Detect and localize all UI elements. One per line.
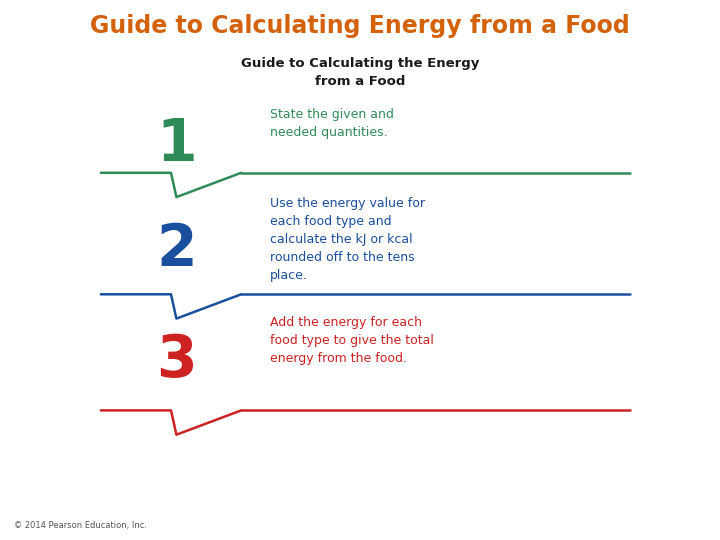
Text: 3: 3 — [156, 332, 197, 389]
Text: Use the energy value for
each food type and
calculate the kJ or kcal
rounded off: Use the energy value for each food type … — [270, 197, 425, 282]
Text: Add the energy for each
food type to give the total
energy from the food.: Add the energy for each food type to giv… — [270, 316, 434, 365]
Text: State the given and
needed quantities.: State the given and needed quantities. — [270, 108, 394, 139]
Text: Guide to Calculating Energy from a Food: Guide to Calculating Energy from a Food — [90, 14, 630, 37]
Text: Guide to Calculating the Energy
from a Food: Guide to Calculating the Energy from a F… — [240, 57, 480, 87]
Text: 1: 1 — [156, 116, 197, 173]
Text: © 2014 Pearson Education, Inc.: © 2014 Pearson Education, Inc. — [14, 521, 148, 530]
Text: 2: 2 — [156, 221, 197, 279]
